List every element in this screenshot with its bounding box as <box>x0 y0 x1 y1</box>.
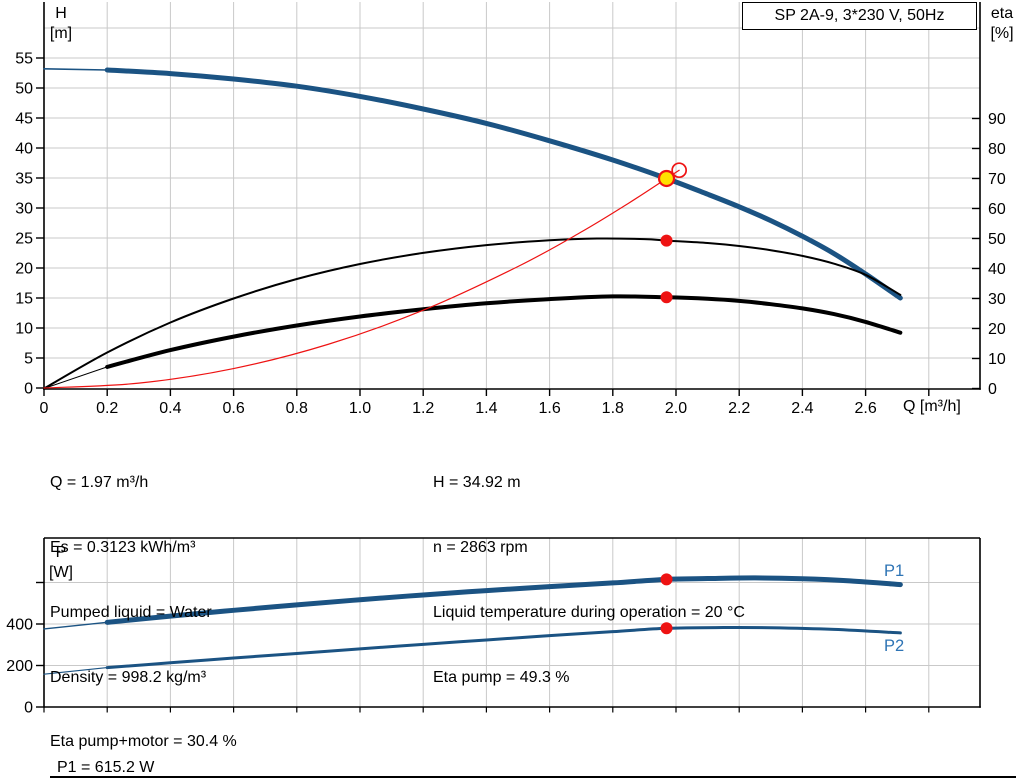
p-left-tick-label: 0 <box>24 700 33 717</box>
duty-point[interactable] <box>657 169 676 188</box>
y-left-axis-title: H <box>55 5 67 22</box>
qh-x-tick-label: 2.6 <box>854 400 876 417</box>
duty-info-right: H = 34.92 m n = 2863 rpm Liquid temperat… <box>433 429 745 731</box>
info-line-liquid: Pumped liquid = Water <box>50 603 212 621</box>
p1-point <box>660 573 673 586</box>
p-left-tick-label: 400 <box>6 617 33 634</box>
qh-right-tick-label: 60 <box>988 201 1006 218</box>
info-line-n: n = 2863 rpm <box>433 538 528 556</box>
power-axis-title: P <box>55 544 67 561</box>
qh-x-tick-label: 1.6 <box>538 400 560 417</box>
qh-x-tick-label: 1.2 <box>412 400 434 417</box>
eta-pump-motor-point <box>660 291 673 304</box>
qh-left-tick-label: 45 <box>15 111 33 128</box>
y-right-axis-title: eta <box>990 5 1014 22</box>
pump-curve <box>104 67 903 301</box>
eta-pump-motor-lead <box>43 366 108 389</box>
qh-x-tick-label: 0.4 <box>159 400 181 417</box>
qh-x-tick-label: 0.8 <box>286 400 308 417</box>
qh-right-tick-label: 90 <box>988 111 1006 128</box>
power-axis-unit: [W] <box>49 564 73 581</box>
y-right-axis-unit: [%] <box>990 25 1014 42</box>
qh-x-tick-label: 2.4 <box>791 400 813 417</box>
system-curve <box>43 169 680 389</box>
duty-info-left: Q = 1.97 m³/h Es = 0.3123 kWh/m³ Pumped … <box>50 429 237 781</box>
qh-right-tick-label: 40 <box>988 261 1006 278</box>
qh-right-tick-label: 0 <box>988 381 997 398</box>
qh-left-tick-label: 30 <box>15 201 33 218</box>
info-line-es: Es = 0.3123 kWh/m³ <box>50 538 196 556</box>
info-line-h: H = 34.92 m <box>433 474 521 492</box>
qh-left-tick-label: 5 <box>24 351 33 368</box>
p1-result-line: P1 = 615.2 W <box>57 758 155 776</box>
qh-x-tick-label: 2.2 <box>728 400 750 417</box>
p2-curve <box>105 625 902 670</box>
y-left-axis-unit: [m] <box>49 25 73 42</box>
qh-left-tick-label: 55 <box>15 51 33 68</box>
p-left-tick-label: 200 <box>6 658 33 675</box>
qh-x-tick-label: 0.6 <box>222 400 244 417</box>
qh-left-tick-label: 40 <box>15 141 33 158</box>
info-line-density: Density = 998.2 kg/m³ <box>50 668 207 686</box>
qh-left-tick-label: 0 <box>24 381 33 398</box>
qh-right-tick-label: 70 <box>988 171 1006 188</box>
p2-curve-label: P2 <box>884 637 904 655</box>
qh-left-tick-label: 20 <box>15 261 33 278</box>
qh-x-tick-label: 0.2 <box>96 400 118 417</box>
chart-title-box: SP 2A-9, 3*230 V, 50Hz <box>742 2 977 30</box>
qh-right-tick-label: 80 <box>988 141 1006 158</box>
power-results: P1 = 615.2 W P2 = 379.3 W <box>57 713 154 781</box>
info-line-eta-total: Eta pump+motor = 30.4 % <box>50 733 237 751</box>
qh-right-tick-label: 30 <box>988 291 1006 308</box>
info-line-eta-pump: Eta pump = 49.3 % <box>433 668 570 686</box>
eta-pump-point <box>660 234 673 247</box>
qh-right-tick-label: 50 <box>988 231 1006 248</box>
requested-duty-point <box>671 162 688 179</box>
info-line-q: Q = 1.97 m³/h <box>50 474 149 492</box>
qh-right-tick-label: 20 <box>988 321 1006 338</box>
qh-left-tick-label: 35 <box>15 171 33 188</box>
qh-right-tick-label: 10 <box>988 351 1006 368</box>
qh-x-tick-label: 1.4 <box>475 400 497 417</box>
qh-x-tick-label: 2.0 <box>665 400 687 417</box>
qh-x-tick-label: 1.8 <box>602 400 624 417</box>
p1-lead <box>43 621 108 630</box>
p2-point <box>660 622 673 635</box>
p1-curve <box>104 575 903 625</box>
qh-left-tick-label: 50 <box>15 81 33 98</box>
pump-curve-lead <box>43 68 108 71</box>
x-axis-title: Q [m³/h] <box>903 398 961 415</box>
qh-left-tick-label: 15 <box>15 291 33 308</box>
info-line-temp: Liquid temperature during operation = 20… <box>433 603 745 621</box>
qh-x-tick-label: 0 <box>40 400 49 417</box>
p2-lead <box>43 666 108 675</box>
p1-curve-label: P1 <box>884 562 904 580</box>
eta-pump-motor-curve <box>105 294 903 369</box>
cropped-next-chart-border <box>50 776 1016 778</box>
eta-pump-curve <box>43 237 902 390</box>
qh-x-tick-label: 1.0 <box>349 400 371 417</box>
qh-left-tick-label: 10 <box>15 321 33 338</box>
qh-left-tick-label: 25 <box>15 231 33 248</box>
